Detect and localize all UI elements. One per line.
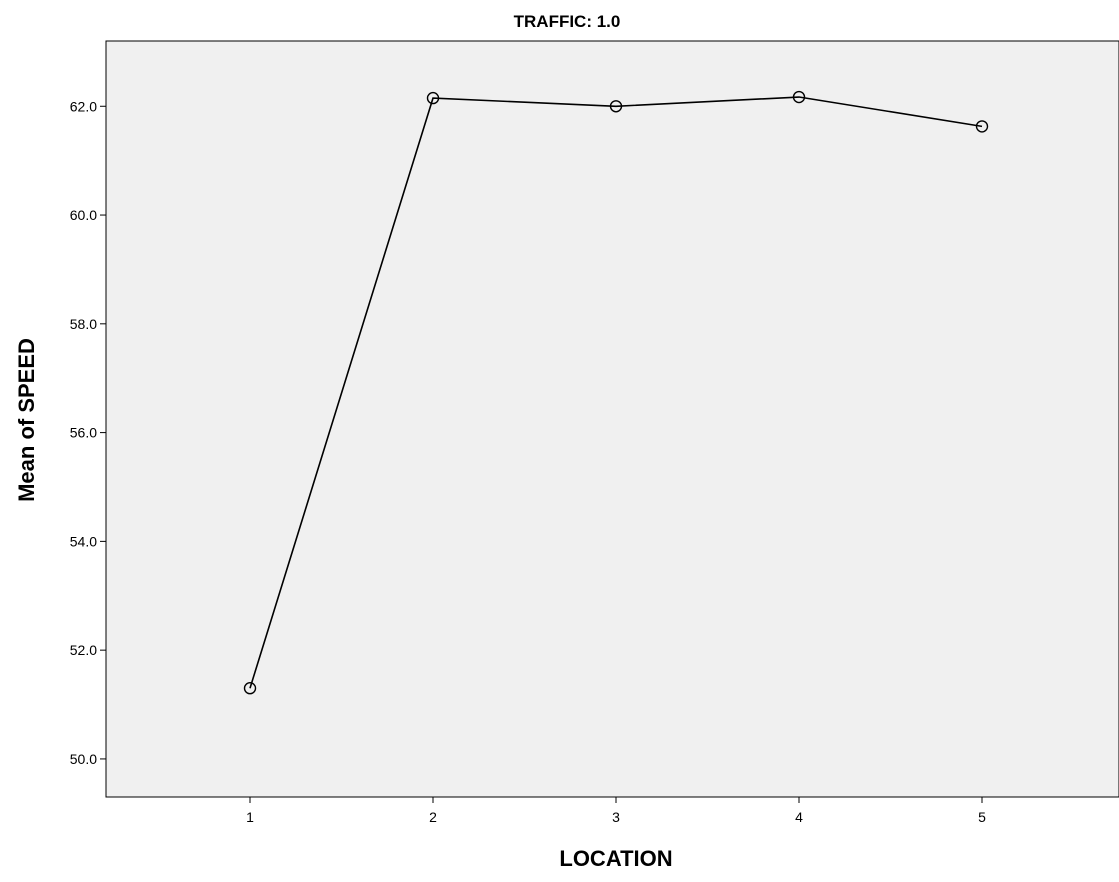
- x-tick-label: 4: [795, 809, 803, 825]
- x-tick-label: 1: [246, 809, 254, 825]
- data-point-marker: [243, 682, 257, 695]
- y-tick-label: 58.0: [70, 316, 97, 332]
- x-axis: 1 2 3 4 5: [246, 797, 986, 825]
- y-tick-label: 60.0: [70, 207, 97, 223]
- x-tick-label: 2: [429, 809, 437, 825]
- data-point-marker: [975, 120, 989, 133]
- y-tick-label: 54.0: [70, 533, 97, 549]
- series-group: [243, 90, 989, 695]
- series-line: [249, 96, 983, 689]
- chart-title: TRAFFIC: 1.0: [514, 12, 621, 31]
- x-tick-label: 5: [978, 809, 986, 825]
- x-tick-label: 3: [612, 809, 620, 825]
- y-axis-title: Mean of SPEED: [14, 338, 39, 502]
- y-tick-label: 56.0: [70, 425, 97, 441]
- y-tick-label: 52.0: [70, 642, 97, 658]
- y-tick-label: 50.0: [70, 751, 97, 767]
- y-axis: 50.0 52.0 54.0 56.0 58.0 60.0 62.0: [70, 98, 106, 767]
- x-axis-title: LOCATION: [559, 846, 672, 871]
- y-tick-label: 62.0: [70, 98, 97, 114]
- data-point-marker: [426, 91, 440, 105]
- data-point-marker: [792, 90, 806, 104]
- plot-area: [105, 40, 1119, 798]
- data-point-marker: [609, 100, 623, 113]
